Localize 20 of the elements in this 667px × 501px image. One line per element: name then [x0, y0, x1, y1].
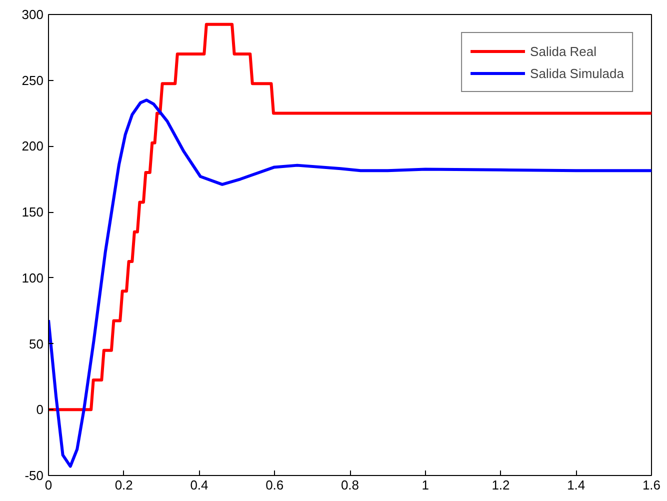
- x-tick-label: 1: [422, 478, 429, 492]
- y-tick-label: 200: [22, 138, 44, 154]
- y-tick-label: 250: [22, 72, 44, 88]
- y-tick-label: 100: [22, 270, 44, 286]
- y-tick-label: 150: [22, 204, 44, 220]
- x-tick-label: 0.2: [114, 478, 133, 492]
- y-tick-label: 0: [36, 402, 44, 418]
- x-tick-label: 1.2: [492, 478, 510, 492]
- x-tick-label: 1.4: [567, 478, 586, 492]
- y-tick-label: 300: [22, 7, 44, 22]
- x-tick-label: 1.6: [642, 478, 661, 492]
- y-tick-label: 50: [29, 336, 44, 352]
- y-tick-label: -50: [24, 468, 44, 483]
- line-series: [48, 22, 652, 412]
- x-tick-label: 0.8: [340, 478, 360, 492]
- legend-label: Salida Simulada: [530, 66, 624, 80]
- x-tick-label: 0.4: [190, 478, 208, 492]
- legend-label: Salida Real: [530, 44, 597, 58]
- line-series: [48, 98, 652, 468]
- x-tick-label: 0.6: [266, 478, 284, 492]
